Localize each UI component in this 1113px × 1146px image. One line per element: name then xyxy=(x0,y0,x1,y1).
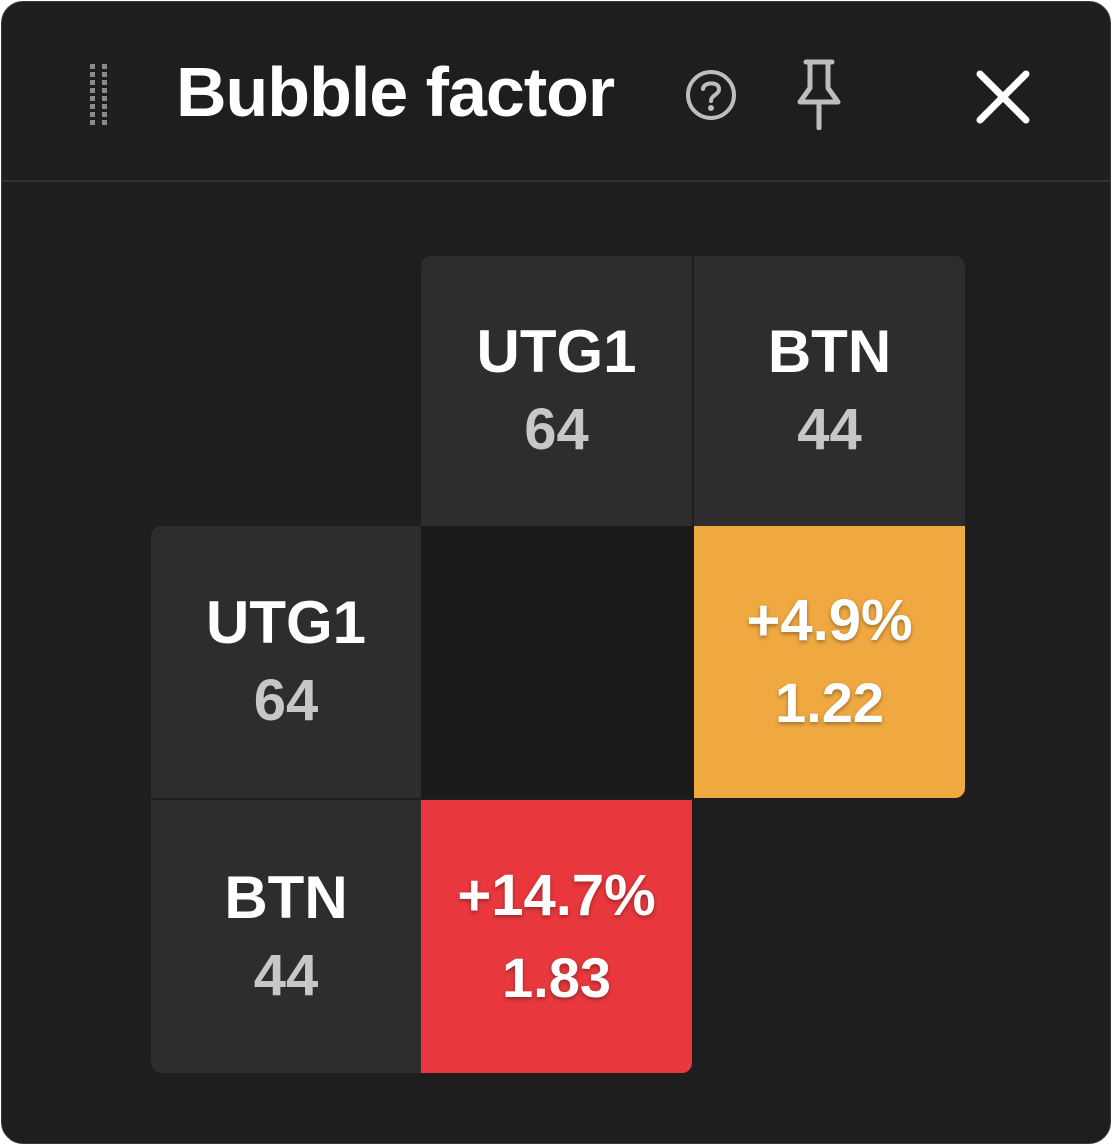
row-name: BTN xyxy=(224,863,348,931)
pin-icon[interactable] xyxy=(794,58,844,131)
row-stack: 44 xyxy=(253,942,319,1008)
panel-title: Bubble factor xyxy=(176,53,615,131)
column-header-utg1: UTG1 64 xyxy=(421,256,692,526)
column-name: BTN xyxy=(767,318,892,385)
row-stack: 64 xyxy=(253,668,319,733)
column-header-btn: BTN 44 xyxy=(694,256,965,526)
row-name: UTG1 xyxy=(205,589,367,656)
cell-factor: 1.83 xyxy=(502,945,611,1009)
close-icon[interactable] xyxy=(974,68,1032,126)
cell-percent: +14.7% xyxy=(457,862,656,928)
diagonal-empty-cell xyxy=(421,526,694,798)
cell-utg1-vs-btn: +4.9% 1.22 xyxy=(694,526,965,798)
cell-factor: 1.22 xyxy=(775,671,884,734)
row-header-btn: BTN 44 xyxy=(151,800,421,1073)
help-icon[interactable] xyxy=(684,68,738,122)
column-stack: 44 xyxy=(797,397,862,462)
panel-header: Bubble factor xyxy=(2,2,1110,182)
column-name: UTG1 xyxy=(476,318,637,385)
column-stack: 64 xyxy=(524,397,589,462)
cell-percent: +4.9% xyxy=(746,588,913,653)
cell-btn-vs-utg1: +14.7% 1.83 xyxy=(421,800,692,1073)
drag-handle-icon[interactable] xyxy=(88,64,112,126)
row-header-utg1: UTG1 64 xyxy=(151,526,421,798)
